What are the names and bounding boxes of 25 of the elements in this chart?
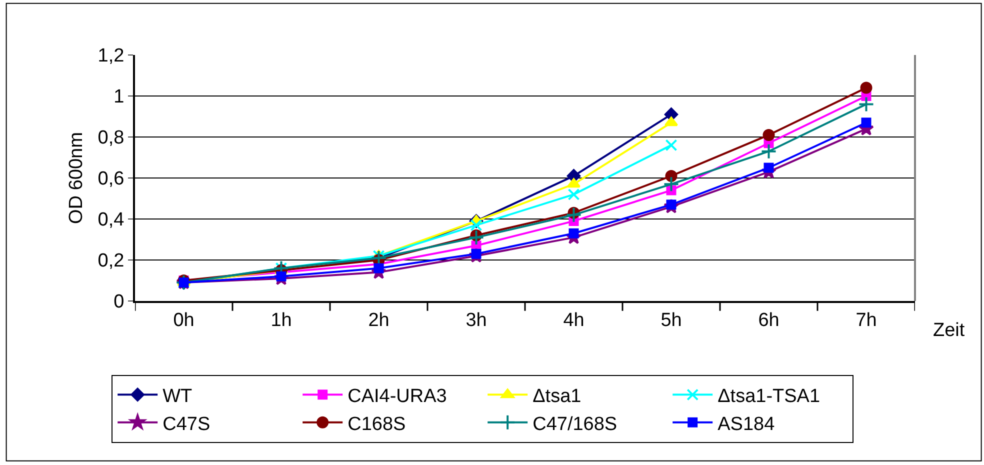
x-tick-label: 0h (173, 310, 194, 331)
y-tick-label: 0,6 (98, 168, 124, 190)
y-tick-label: 0,2 (98, 250, 124, 272)
y-tick-label: 0 (114, 292, 124, 313)
y-tick-label: 0,8 (98, 128, 124, 149)
x-tick-label: 6h (758, 310, 780, 331)
legend-label: C47/168S (532, 414, 618, 435)
legend-label: WT (162, 386, 193, 408)
y-tick-label: 1,2 (98, 46, 124, 67)
x-tick-label: 1h (270, 310, 292, 331)
legend-label: C168S (348, 414, 406, 435)
legend-label: Δtsa1-TSA1 (718, 386, 820, 408)
y-tick-label: 1 (114, 86, 124, 108)
legend-label: Δtsa1 (532, 386, 582, 408)
x-tick-label: 4h (563, 310, 584, 331)
legend-label: AS184 (718, 414, 776, 435)
legend-label: C47S (162, 414, 210, 435)
x-tick-label: 2h (368, 310, 390, 331)
y-tick-label: 0,4 (98, 210, 125, 231)
x-tick-label: 7h (856, 310, 877, 331)
y-axis-title: OD 600nm (66, 132, 88, 224)
legend-label: CAI4-URA3 (348, 386, 447, 408)
x-tick-label: 3h (466, 310, 487, 331)
x-tick-label: 5h (660, 310, 682, 331)
x-axis-title: Zeit (933, 320, 966, 341)
